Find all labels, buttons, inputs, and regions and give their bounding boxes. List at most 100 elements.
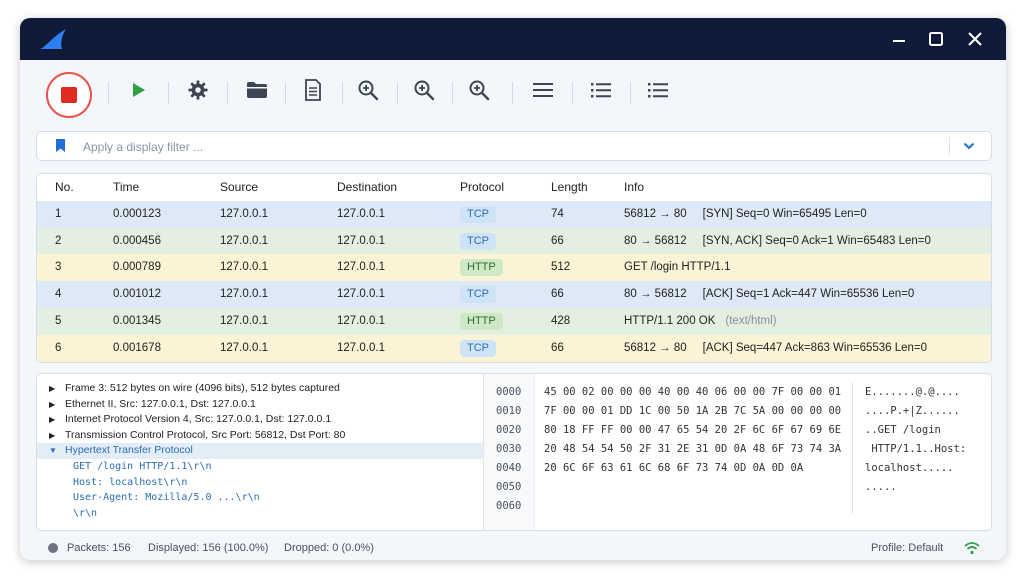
- tree-item[interactable]: ▼ Hypertext Transfer Protocol: [37, 443, 484, 459]
- column-header-protocol[interactable]: Protocol: [460, 180, 505, 194]
- cell-time: 0.000456: [113, 234, 161, 247]
- hex-bytes[interactable]: 20 6C 6F 63 61 6C 68 6F 73 74 0D 0A 0D 0…: [544, 462, 804, 474]
- column-header-info[interactable]: Info: [624, 180, 645, 194]
- tree-item[interactable]: ▶ Internet Protocol Version 4, Src: 127.0…: [37, 412, 484, 428]
- column-header-source[interactable]: Source: [220, 180, 259, 194]
- display-filter-bar: [36, 131, 992, 161]
- cell-protocol: TCP: [460, 281, 496, 304]
- cell-destination: 127.0.0.1: [337, 261, 385, 274]
- cell-info-text: HTTP/1.1 200 OK: [624, 314, 716, 327]
- cell-info-text: GET /login HTTP/1.1: [624, 261, 731, 274]
- cell-info: GET /login HTTP/1.1: [624, 254, 731, 281]
- zoom-in-3-button[interactable]: [459, 70, 499, 110]
- packet-list-header: No. Time Source Destination Protocol Len…: [37, 174, 991, 201]
- protocol-badge: TCP: [460, 286, 496, 304]
- cell-protocol: TCP: [460, 335, 496, 357]
- maximize-icon[interactable]: [925, 28, 947, 50]
- triangle-right-icon[interactable]: ▶: [49, 430, 56, 440]
- table-row[interactable]: 6 0.001678 127.0.0.1 127.0.0.1 TCP 66 56812 → …: [37, 334, 991, 362]
- table-row[interactable]: 5 0.001345 127.0.0.1 127.0.0.1 HTTP 428 HTTP/1…: [37, 307, 991, 335]
- triangle-right-icon[interactable]: ▶: [49, 399, 56, 409]
- start-capture-button[interactable]: [118, 70, 158, 110]
- table-row[interactable]: 2 0.000456 127.0.0.1 127.0.0.1 TCP 66 80 → 568…: [37, 227, 991, 255]
- cell-length: 66: [551, 234, 564, 247]
- chevron-down-icon[interactable]: [963, 141, 975, 151]
- hex-ascii[interactable]: E.......@.@....: [865, 386, 960, 398]
- column-header-time[interactable]: Time: [113, 180, 140, 194]
- triangle-right-icon[interactable]: ▶: [49, 415, 56, 425]
- bookmark-icon[interactable]: [55, 138, 66, 153]
- protocol-badge: TCP: [460, 206, 496, 223]
- cell-time: 0.001012: [113, 288, 161, 301]
- open-file-button[interactable]: [237, 70, 277, 110]
- triangle-down-icon[interactable]: ▼: [49, 446, 57, 456]
- tree-child-item[interactable]: User-Agent: Mozilla/5.0 ...\r\n: [37, 490, 484, 506]
- tree-item-label: Internet Protocol Version 4, Src: 127.0.…: [65, 413, 332, 426]
- cell-info-text: 56812 → 80 [SYN] Seq=0 Win=65495 Len=0: [624, 208, 867, 220]
- triangle-right-icon[interactable]: ▶: [49, 384, 56, 393]
- cell-source: 127.0.0.1: [220, 208, 268, 220]
- cell-destination: 127.0.0.1: [337, 314, 385, 327]
- cell-destination: 127.0.0.1: [337, 288, 385, 301]
- tree-item[interactable]: ▶ Transmission Control Protocol, Src Port…: [37, 428, 484, 444]
- hex-ascii[interactable]: .....: [865, 481, 897, 493]
- tree-child-item[interactable]: Host: localhost\r\n: [37, 475, 484, 491]
- tree-item[interactable]: ▶ Ethernet II, Src: 127.0.0.1, Dst: 127.0…: [37, 397, 484, 413]
- filter-divider: [949, 137, 950, 155]
- tree-item[interactable]: ▶ Frame 3: 512 bytes on wire (4096 bits),…: [37, 381, 484, 397]
- close-icon[interactable]: [964, 28, 986, 50]
- table-row[interactable]: 1 0.000123 127.0.0.1 127.0.0.1 TCP 74 56812 → …: [37, 201, 991, 228]
- cell-info-text: 80 → 56812 [ACK] Seq=1 Ack=447 Win=65536…: [624, 288, 915, 301]
- cell-info: HTTP/1.1 200 OK (text/html): [624, 308, 777, 335]
- stop-icon: [61, 87, 77, 103]
- cell-no: 1: [55, 208, 62, 220]
- hex-bytes[interactable]: 7F 00 00 01 DD 1C 00 50 1A 2B 7C 5A 00 0…: [544, 405, 842, 417]
- tree-child-item[interactable]: GET /login HTTP/1.1\r\n: [37, 459, 484, 475]
- cell-time: 0.001345: [113, 314, 161, 327]
- tree-child-item[interactable]: \r\n: [37, 506, 484, 522]
- hex-ascii[interactable]: ....P.+|Z......: [865, 405, 960, 417]
- tree-item-label: Frame 3: 512 bytes on wire (4096 bits), …: [65, 382, 340, 394]
- cell-source: 127.0.0.1: [220, 341, 268, 354]
- toolbar-divider: [227, 82, 228, 104]
- shark-fin-logo-icon: [40, 29, 66, 49]
- toolbar-divider: [572, 82, 573, 104]
- stop-capture-button[interactable]: [46, 72, 92, 118]
- table-row[interactable]: 3 0.000789 127.0.0.1 127.0.0.1 HTTP 512 GET /l…: [37, 254, 991, 282]
- column-header-length[interactable]: Length: [551, 180, 588, 194]
- hex-ascii-divider: [852, 382, 853, 514]
- hex-bytes[interactable]: 20 48 54 54 50 2F 31 2E 31 0D 0A 48 6F 7…: [544, 443, 842, 455]
- gear-icon: [188, 80, 208, 100]
- detail-list-button[interactable]: [638, 70, 678, 110]
- hex-ascii[interactable]: ..GET /login: [865, 424, 941, 436]
- list-view-button[interactable]: [523, 70, 563, 110]
- capture-status-dot-icon: [48, 543, 58, 553]
- packet-list: No. Time Source Destination Protocol Len…: [36, 173, 992, 363]
- zoom-in-button[interactable]: [348, 70, 388, 110]
- hex-ascii[interactable]: localhost.....: [865, 462, 954, 474]
- toolbar-divider: [397, 82, 398, 104]
- hex-bytes[interactable]: 80 18 FF FF 00 00 47 65 54 20 2F 6C 6F 6…: [544, 424, 842, 436]
- bullet-list-button[interactable]: [581, 70, 621, 110]
- play-icon: [133, 83, 145, 97]
- display-filter-input[interactable]: [81, 136, 945, 158]
- cell-destination: 127.0.0.1: [337, 341, 385, 354]
- zoom-in-icon: [414, 80, 435, 101]
- status-dropped: Dropped: 0 (0.0%): [284, 542, 374, 554]
- table-row[interactable]: 4 0.001012 127.0.0.1 127.0.0.1 TCP 66 80 → 568…: [37, 281, 991, 309]
- column-header-no[interactable]: No.: [55, 180, 74, 194]
- capture-options-button[interactable]: [178, 70, 218, 110]
- toolbar-divider: [108, 82, 109, 104]
- status-profile[interactable]: Profile: Default: [871, 542, 944, 554]
- zoom-in-2-button[interactable]: [404, 70, 444, 110]
- hex-bytes[interactable]: 45 00 02 00 00 00 40 00 40 06 00 00 7F 0…: [544, 386, 842, 398]
- column-header-destination[interactable]: Destination: [337, 180, 398, 194]
- toolbar-divider: [285, 82, 286, 104]
- minimize-icon[interactable]: [888, 28, 910, 50]
- hex-ascii[interactable]: HTTP/1.1..Host:: [865, 443, 967, 455]
- cell-no: 2: [55, 234, 62, 247]
- cell-protocol: HTTP: [460, 254, 503, 277]
- file-properties-button[interactable]: [293, 70, 333, 110]
- zoom-in-icon: [469, 80, 490, 101]
- hex-offset: 0030: [496, 443, 522, 455]
